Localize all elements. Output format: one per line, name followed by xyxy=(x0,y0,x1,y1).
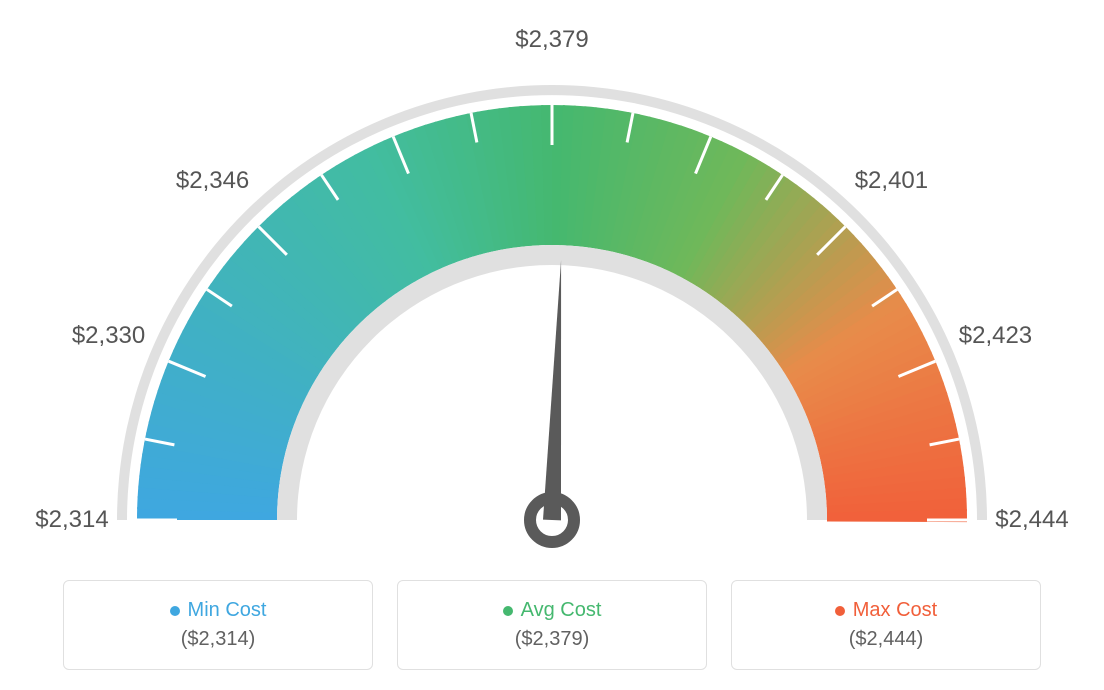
max-cost-card: Max Cost ($2,444) xyxy=(731,580,1041,670)
min-dot-icon xyxy=(170,606,180,616)
summary-cards: Min Cost ($2,314) Avg Cost ($2,379) Max … xyxy=(63,580,1041,670)
avg-cost-value: ($2,379) xyxy=(515,628,590,651)
gauge-tick-label: $2,330 xyxy=(72,322,145,350)
gauge-tick-label: $2,346 xyxy=(176,167,249,195)
min-cost-card: Min Cost ($2,314) xyxy=(63,580,373,670)
min-cost-title: Min Cost xyxy=(170,599,267,622)
max-cost-value: ($2,444) xyxy=(849,628,924,651)
min-cost-label: Min Cost xyxy=(188,599,267,622)
avg-cost-card: Avg Cost ($2,379) xyxy=(397,580,707,670)
avg-cost-title: Avg Cost xyxy=(503,599,602,622)
min-cost-value: ($2,314) xyxy=(181,628,256,651)
gauge-svg xyxy=(0,20,1104,580)
max-cost-label: Max Cost xyxy=(853,599,937,622)
gauge-tick-label: $2,401 xyxy=(855,167,928,195)
avg-cost-label: Avg Cost xyxy=(521,599,602,622)
gauge-tick-label: $2,379 xyxy=(515,26,588,54)
avg-dot-icon xyxy=(503,606,513,616)
max-cost-title: Max Cost xyxy=(835,599,937,622)
max-dot-icon xyxy=(835,606,845,616)
gauge-tick-label: $2,423 xyxy=(959,322,1032,350)
cost-gauge: $2,314 $2,330 $2,346 $2,379 $2,401 $2,423 $2,4… xyxy=(0,0,1104,560)
gauge-tick-label: $2,314 xyxy=(35,506,108,534)
gauge-tick-label: $2,444 xyxy=(995,506,1068,534)
